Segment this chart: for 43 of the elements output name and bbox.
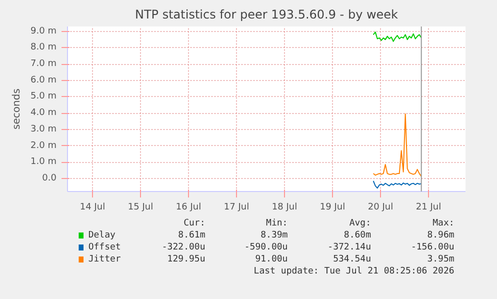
- x-tick-label: 14 Jul: [80, 202, 106, 212]
- y-tick-label: 6.0 m: [30, 75, 57, 86]
- chart-title: NTP statistics for peer 193.5.60.9 - by week: [134, 8, 398, 22]
- legend-label: Offset: [88, 242, 121, 252]
- y-tick-label: 5.0 m: [30, 92, 57, 102]
- text: Max:: [432, 218, 454, 228]
- text: Cur:: [184, 218, 206, 228]
- line-series: [372, 180, 422, 189]
- line-series: [372, 113, 422, 177]
- y-tick-label: 9.0 m: [30, 26, 57, 36]
- y-tick-label: 4.0 m: [30, 108, 57, 118]
- text: 534.54u: [333, 254, 372, 264]
- text: -322.00u: [162, 242, 206, 252]
- x-tick-label: 20 Jul: [368, 202, 394, 212]
- text: -372.14u: [328, 242, 372, 252]
- text: 3.95m: [427, 254, 454, 264]
- legend-label: Delay: [88, 230, 116, 240]
- y-tick-label: 1.0 m: [30, 157, 57, 168]
- x-tick-label: 15 Jul: [128, 202, 154, 212]
- x-tick-label: 16 Jul: [176, 202, 202, 212]
- y-tick-label: 2.0 m: [30, 140, 57, 151]
- line-series: [372, 32, 422, 42]
- x-tick-label: 17 Jul: [224, 202, 250, 212]
- text: Last update: Tue Jul 21 08:25:06 2026: [254, 266, 454, 276]
- legend-label: Jitter: [88, 254, 122, 264]
- y-tick-label: 3.0 m: [30, 124, 57, 134]
- y-tick-label: 7.0 m: [30, 59, 57, 70]
- text: Avg:: [349, 218, 372, 228]
- x-tick-label: 18 Jul: [272, 202, 298, 212]
- text: 8.60m: [344, 230, 372, 240]
- x-tick-label: 19 Jul: [320, 202, 346, 212]
- text: 8.39m: [260, 230, 288, 240]
- text: -156.00u: [410, 242, 454, 252]
- x-tick-label: 21 Jul: [416, 202, 442, 212]
- y-tick-label: 0.0: [42, 173, 57, 184]
- text: 91.00u: [255, 254, 288, 264]
- text: 8.61m: [178, 230, 206, 240]
- y-axis-title: seconds: [12, 88, 23, 130]
- text: 129.95u: [167, 254, 206, 264]
- text: Min:: [266, 218, 288, 228]
- text: 8.96m: [427, 230, 454, 240]
- text: -590.00u: [244, 242, 288, 252]
- y-tick-label: 8.0 m: [30, 42, 57, 53]
